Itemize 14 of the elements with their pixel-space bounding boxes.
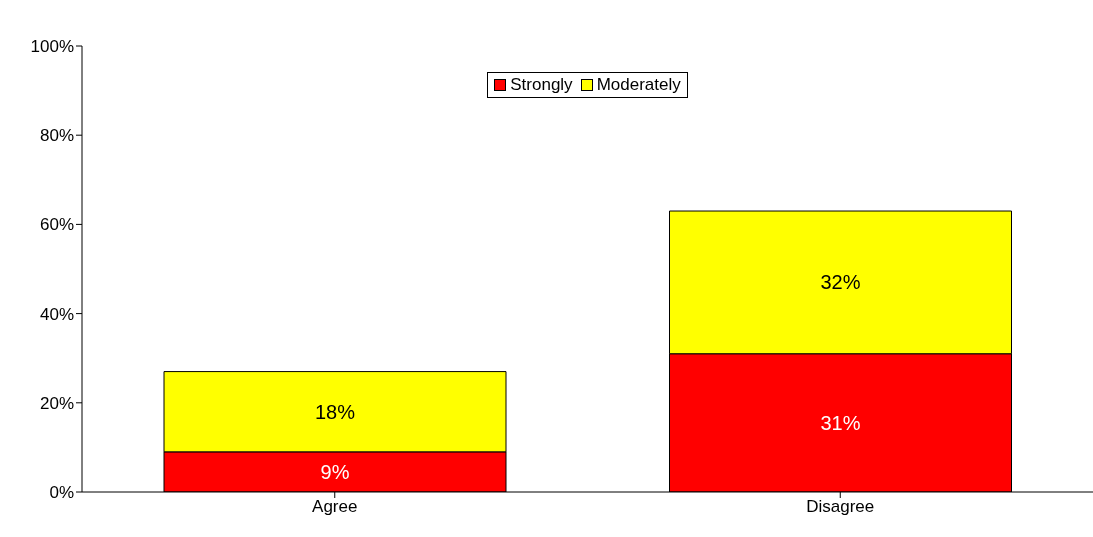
data-label: 32% [820,271,861,294]
y-tick-label: 80% [39,126,74,146]
data-label: 9% [320,461,350,484]
y-tick-label: 40% [39,304,74,324]
x-tick-label: Agree [312,497,358,517]
legend-label: Moderately [595,75,681,95]
legend-label: Strongly [509,75,573,95]
y-tick-label: 0% [49,483,74,503]
x-tick-label: Disagree [806,497,875,517]
data-label: 18% [314,400,356,423]
y-tick-label: 60% [39,215,74,235]
y-tick-label: 20% [39,393,74,413]
data-label: 31% [820,411,861,434]
y-tick-label: 100% [30,37,74,57]
